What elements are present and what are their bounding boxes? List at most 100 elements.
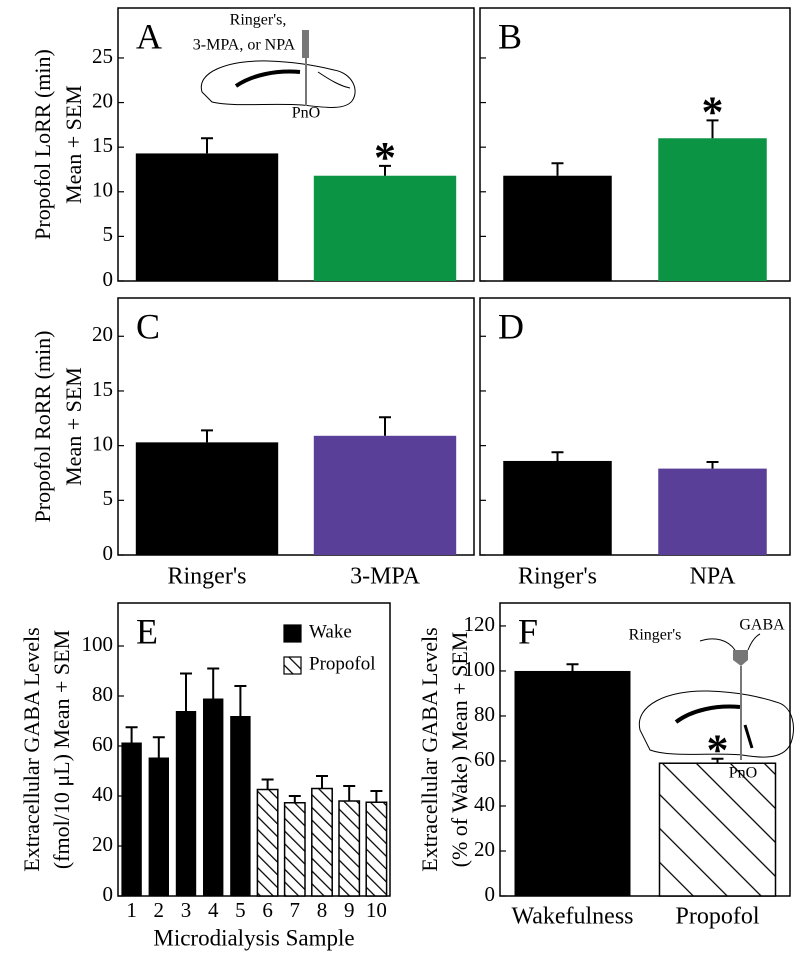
bar [135, 153, 279, 281]
error-bar [343, 785, 356, 801]
bar [203, 698, 224, 896]
legend-label: Propofol [309, 653, 376, 674]
y-axis-label: (fmol/10 μL) Mean + SEM [49, 630, 74, 869]
bar [338, 800, 361, 897]
inset-label: Ringer's [629, 627, 682, 644]
error-bar [201, 137, 213, 154]
bar [230, 716, 251, 896]
plot-frame [117, 7, 475, 282]
y-axis-label: Mean + SEM [61, 367, 86, 486]
bar [514, 670, 631, 896]
y-tick-label: 0 [485, 882, 496, 906]
significance-label: * [707, 726, 729, 775]
y-tick-label: 80 [474, 702, 495, 726]
panel-label: C [136, 306, 160, 346]
x-tick-label: 5 [235, 898, 246, 922]
y-tick-label: 40 [92, 782, 113, 806]
panel-label: D [498, 306, 524, 346]
panel-label: E [136, 611, 158, 651]
plot-frame [499, 602, 791, 897]
y-tick-label: 10 [92, 431, 113, 455]
x-tick-label: Ringer's [168, 564, 247, 590]
x-tick-label: 4 [208, 898, 219, 922]
bar [503, 460, 612, 555]
y-tick-label: 15 [92, 133, 113, 157]
y-tick-label: 0 [103, 882, 114, 906]
bar [658, 138, 767, 281]
error-bar [379, 416, 391, 436]
plot-frame [479, 7, 791, 282]
x-axis-label: Microdialysis Sample [153, 925, 354, 950]
y-axis-label: Extracellular GABA Levels [19, 627, 44, 871]
y-tick-label: 0 [103, 541, 114, 565]
error-bar [370, 790, 383, 803]
x-tick-label: Ringer's [518, 564, 597, 590]
error-bar [566, 663, 579, 671]
error-bar [379, 164, 391, 176]
bar [283, 802, 306, 897]
bar [256, 788, 279, 897]
y-tick-label: 15 [92, 377, 113, 401]
inset-brain-f [638, 633, 794, 760]
error-bar [201, 429, 213, 443]
x-tick-label: 8 [317, 898, 328, 922]
bar [313, 175, 457, 281]
x-tick-label: Wakefulness [511, 904, 633, 930]
y-tick-label: 120 [464, 612, 496, 636]
bar [313, 435, 457, 555]
y-tick-label: 5 [103, 486, 114, 510]
bar [503, 175, 612, 281]
x-tick-label: 9 [344, 898, 355, 922]
y-axis-label: Propofol RoRR (min) [30, 331, 55, 523]
y-tick-label: 100 [464, 657, 496, 681]
y-tick-label: 60 [474, 747, 495, 771]
x-tick-label: NPA [690, 564, 736, 590]
x-tick-label: 6 [262, 898, 273, 922]
y-tick-label: 60 [92, 732, 113, 756]
bar [365, 801, 388, 897]
bar [311, 787, 333, 897]
error-bar [207, 667, 220, 699]
error-bar [706, 461, 719, 469]
error-bar [551, 451, 564, 461]
bar [121, 742, 142, 896]
error-bar [180, 672, 192, 711]
error-bar [261, 778, 274, 790]
plot-frame [117, 602, 391, 897]
inset-brain-a [200, 30, 356, 108]
plot-frame [479, 297, 791, 556]
y-tick-label: 40 [474, 792, 495, 816]
legend-swatch [283, 624, 302, 643]
inset-label: PnO [729, 765, 757, 782]
bar [148, 757, 169, 896]
error-bar [551, 162, 564, 176]
inset-label: 3-MPA, or NPA [193, 37, 296, 54]
x-tick-label: 10 [366, 898, 387, 922]
y-tick-label: 10 [92, 178, 113, 202]
y-tick-label: 0 [103, 267, 114, 291]
x-tick-label: 1 [126, 898, 137, 922]
x-tick-label: 3-MPA [350, 564, 420, 590]
panel-label: A [136, 16, 162, 56]
y-axis-label: Extracellular GABA Levels [417, 627, 442, 871]
error-bar [125, 726, 138, 743]
y-axis-label: Propofol LoRR (min) [30, 49, 55, 240]
bar [175, 711, 197, 896]
significance-label: * [702, 87, 724, 136]
error-bar [152, 736, 165, 758]
y-tick-label: 80 [92, 682, 113, 706]
significance-label: * [374, 133, 396, 182]
y-tick-label: 100 [82, 632, 114, 656]
legend-swatch [283, 656, 302, 675]
inset-label: Ringer's, [230, 12, 287, 29]
error-bar [316, 775, 328, 789]
bar [658, 468, 767, 555]
panel-label: F [518, 611, 538, 651]
inset-label: GABA [739, 617, 785, 634]
y-tick-label: 25 [92, 44, 113, 68]
inset-label: PnO [292, 105, 320, 122]
x-tick-label: 3 [181, 898, 192, 922]
error-bar [288, 795, 301, 803]
